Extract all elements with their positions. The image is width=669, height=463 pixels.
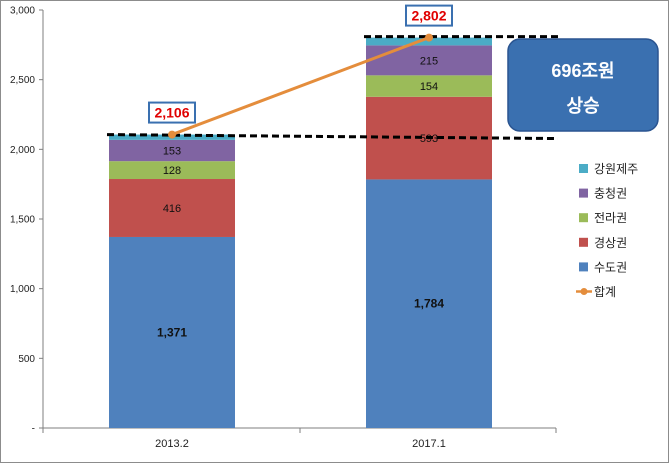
total-point: [168, 130, 176, 139]
total-label-box: [405, 4, 453, 27]
total-label: 2,802: [411, 8, 446, 24]
segment-label: 215: [420, 55, 438, 67]
legend-swatch: [579, 262, 588, 272]
legend-swatch: [579, 213, 588, 223]
x-tick-label: 2017.1: [412, 438, 446, 450]
y-tick-label: 2,000: [10, 145, 35, 156]
legend-label: 수도권: [594, 260, 627, 274]
legend-swatch: [579, 237, 588, 247]
legend-swatch: [579, 188, 588, 198]
total-label: 2,106: [154, 105, 189, 121]
total-dashed-lines: [106, 35, 559, 141]
x-tick-label: 2013.2: [155, 438, 189, 450]
bar-segment: [366, 75, 492, 97]
y-tick-label: 1,500: [10, 215, 35, 226]
callout-line-1: 696조원: [551, 61, 614, 81]
segment-label: 128: [163, 165, 181, 177]
bar-segment: [109, 139, 235, 162]
segment-label: 1,371: [157, 325, 187, 339]
y-tick-label: -: [32, 424, 35, 435]
callout-background: [507, 38, 659, 132]
segment-labels: 1,371 416 128 153 1,784 593 154 215: [157, 55, 444, 339]
y-tick-label: 1,000: [10, 284, 35, 295]
segment-label: 154: [420, 81, 438, 93]
segment-label: 1,784: [414, 297, 444, 311]
bar-segment: [109, 179, 235, 237]
legend-label: 전라권: [594, 211, 627, 225]
legend-label: 합계: [594, 285, 616, 299]
segment-label: 593: [420, 133, 438, 145]
legend-marker: [580, 288, 588, 295]
total-point: [425, 33, 433, 42]
y-tick-label: 2,500: [10, 75, 35, 86]
y-tick-label: 500: [18, 354, 35, 365]
callout-line-2: 상승: [566, 96, 599, 116]
legend-swatch: [579, 164, 588, 173]
bar-segment: [366, 45, 492, 76]
bar-segment: [366, 179, 492, 428]
legend-label: 경상권: [594, 236, 627, 250]
bar-segment: [109, 236, 235, 428]
bar-segment: [109, 161, 235, 180]
total-line: [168, 33, 433, 139]
total-series-line: [171, 36, 430, 136]
dashed-line-total-1: [106, 133, 559, 141]
segment-label: 416: [163, 203, 181, 215]
y-tick-label: 3,000: [10, 6, 35, 17]
legend-label: 충청권: [594, 187, 627, 201]
legend-label: 강원제주: [594, 162, 638, 176]
total-label-box: [148, 101, 196, 124]
total-labels: 2,106 2,802: [148, 4, 453, 124]
bars: [109, 37, 492, 428]
segment-label: 153: [163, 146, 181, 158]
